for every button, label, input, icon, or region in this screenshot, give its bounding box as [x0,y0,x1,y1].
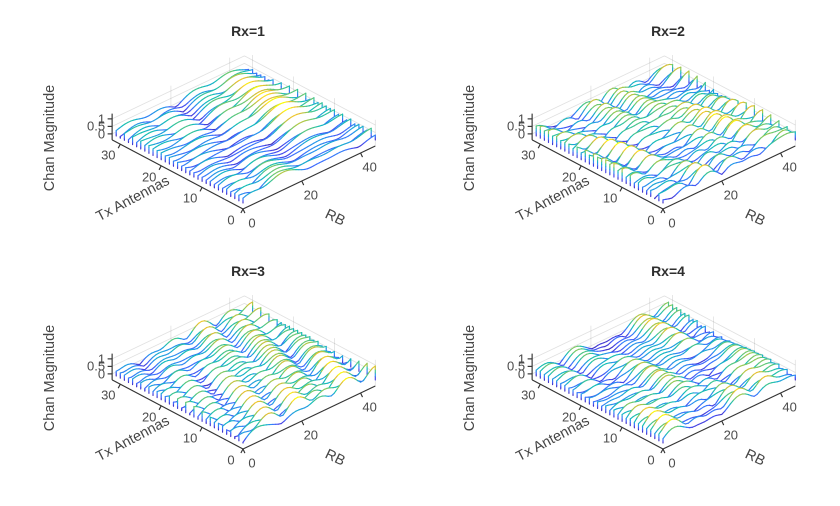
figure-window: Rx=1 Chan Magnitude Tx Antennas RB 0 20 40… [0,0,840,506]
waterfall-canvas [0,0,840,506]
